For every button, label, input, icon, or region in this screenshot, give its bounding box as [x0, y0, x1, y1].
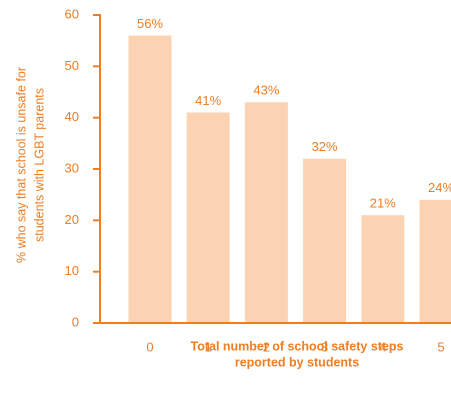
- value-label: 24%: [428, 180, 451, 195]
- value-label: 56%: [137, 16, 163, 31]
- bar: [303, 158, 347, 323]
- y-axis-title: % who say that school is unsafe for: [14, 67, 28, 263]
- y-tick-label: 60: [65, 6, 79, 21]
- bar: [128, 35, 172, 324]
- x-tick-label: 0: [146, 339, 153, 354]
- x-tick-label: 3: [321, 339, 328, 354]
- value-label: 32%: [312, 139, 338, 154]
- x-tick-label: 5: [437, 339, 444, 354]
- y-tick-label: 0: [72, 314, 79, 329]
- y-tick-label: 30: [65, 160, 79, 175]
- value-label: 43%: [253, 83, 279, 98]
- x-tick-label: 1: [205, 339, 212, 354]
- y-tick-label: 50: [65, 58, 79, 73]
- y-tick-label: 10: [65, 263, 79, 278]
- y-tick-label: 20: [65, 212, 79, 227]
- x-tick-label: 2: [263, 339, 270, 354]
- y-tick-label: 40: [65, 109, 79, 124]
- x-axis-title: Total number of school safety steps: [190, 339, 403, 353]
- bar: [419, 199, 451, 323]
- value-label: 21%: [370, 196, 396, 211]
- bar: [186, 112, 230, 324]
- x-axis-title: reported by students: [235, 355, 359, 369]
- x-tick-label: 4: [379, 339, 386, 354]
- bar: [244, 102, 288, 324]
- bar: [361, 215, 405, 323]
- value-label: 41%: [195, 93, 221, 108]
- y-axis-title: students with LGBT parents: [32, 88, 46, 242]
